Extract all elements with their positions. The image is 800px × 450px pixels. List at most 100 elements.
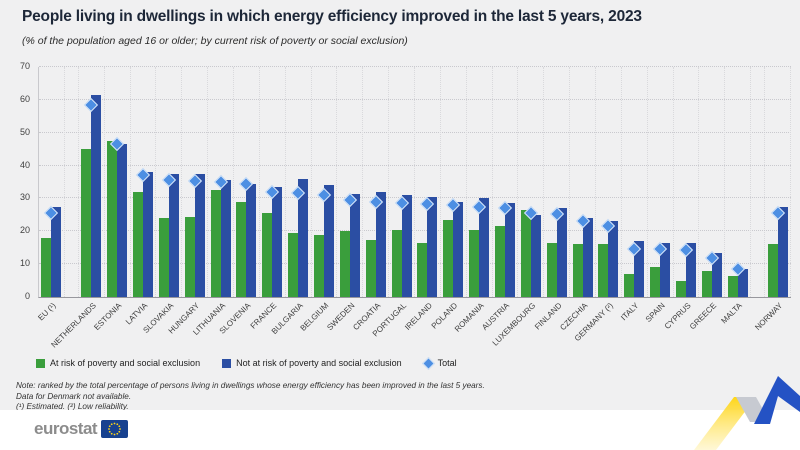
x-axis-label: MALTA — [719, 301, 745, 326]
group-separator-gap — [65, 67, 79, 297]
eurostat-logo: eurostat — [34, 419, 129, 439]
x-axis-label: EU (¹) — [36, 301, 58, 323]
bar-not-at-risk — [143, 172, 153, 297]
bar-at-risk — [469, 229, 480, 297]
bar-not-at-risk — [686, 242, 697, 297]
bar-at-risk — [288, 232, 299, 297]
bar-at-risk — [520, 209, 531, 297]
bar-at-risk — [443, 219, 454, 297]
bar-not-at-risk — [660, 242, 671, 297]
bar-at-risk — [676, 280, 687, 297]
y-tick-label: 70 — [19, 61, 30, 71]
bar-at-risk — [727, 275, 738, 297]
bar-pair — [210, 67, 231, 297]
bar-pair — [81, 67, 102, 297]
bar-pair — [469, 67, 490, 297]
bar-not-at-risk — [582, 218, 593, 297]
bar-group-germany: GERMANY (²) — [573, 67, 622, 343]
bar-pair — [572, 67, 593, 297]
bar-pair — [158, 67, 179, 297]
zigzag-blue-band — [754, 376, 800, 424]
legend-label-not-at-risk: Not at risk of poverty and social exclus… — [236, 358, 402, 368]
bar-pair — [650, 67, 671, 297]
bar-pair — [495, 67, 516, 297]
bar-group-poland: POLAND — [430, 67, 467, 331]
zigzag-yellow-band — [694, 397, 756, 450]
bar-not-at-risk — [401, 195, 412, 297]
bar-not-at-risk — [220, 180, 231, 297]
bar-at-risk — [81, 149, 92, 297]
bar-not-at-risk — [453, 201, 464, 297]
y-tick-label: 40 — [19, 159, 30, 170]
bar-not-at-risk — [168, 173, 179, 297]
bar-not-at-risk — [711, 252, 722, 297]
bar-at-risk — [184, 216, 195, 297]
bar-group-belgium: BELGIUM — [299, 67, 338, 333]
bar-at-risk — [210, 190, 221, 297]
x-axis-label: SPAIN — [643, 301, 667, 324]
bar-group-estonia: ESTONIA — [92, 67, 131, 332]
bar-at-risk — [572, 244, 583, 297]
x-axis-label: GREECE — [688, 301, 719, 332]
bar-not-at-risk — [479, 198, 490, 297]
footnotes: Note: ranked by the total percentage of … — [16, 381, 485, 413]
bar-not-at-risk — [51, 206, 62, 297]
at-risk-swatch-icon — [36, 358, 45, 368]
bar-pair — [417, 67, 438, 297]
bar-at-risk — [262, 213, 273, 297]
bar-pair — [184, 67, 205, 297]
bar-group-austria: AUSTRIA — [481, 67, 519, 332]
footnote-ranking: Note: ranked by the total percentage of … — [16, 381, 485, 390]
bar-not-at-risk — [246, 183, 257, 297]
y-tick-label: 50 — [19, 126, 30, 137]
bar-group-czechia: CZECHIA — [558, 67, 597, 332]
bar-pair — [598, 67, 619, 297]
bar-pair — [262, 67, 283, 297]
x-axis-label: ITALY — [619, 301, 641, 323]
bar-group-norway: NORWAY — [753, 67, 792, 332]
bar-pair — [443, 67, 464, 297]
bar-group-finland: FINLAND — [533, 67, 571, 332]
x-axis-label: CYPRUS — [662, 301, 693, 331]
bar-not-at-risk — [298, 178, 309, 297]
bar-not-at-risk — [349, 193, 360, 297]
bar-group-hungary: HUNGARY — [167, 67, 209, 336]
bar-at-risk — [417, 242, 428, 297]
x-axis-label: SWEDEN — [325, 301, 357, 333]
bar-group-cyprus: CYPRUS — [662, 67, 700, 331]
bar-group-spain: SPAIN — [644, 67, 674, 324]
y-tick-label: 0 — [24, 291, 30, 301]
bar-group-italy: ITALY — [619, 67, 648, 322]
bar-not-at-risk — [272, 186, 283, 297]
y-tick-label: 30 — [19, 192, 30, 203]
x-axis-label: NORWAY — [752, 301, 785, 333]
legend-label-at-risk: At risk of poverty and social exclusion — [50, 358, 201, 368]
bar-pair — [701, 67, 722, 297]
bar-pair — [41, 67, 62, 297]
bar-at-risk — [107, 140, 118, 297]
bar-at-risk — [133, 191, 143, 297]
bar-group-france: FRANCE — [249, 67, 286, 331]
bar-not-at-risk — [324, 185, 335, 297]
legend-item-total: Total — [421, 356, 457, 370]
bar-pair — [314, 67, 335, 297]
bar-pair — [133, 67, 153, 297]
bar-not-at-risk — [556, 208, 567, 297]
footer-strip — [0, 410, 800, 450]
bar-group-romania: ROMANIA — [453, 67, 493, 334]
bar-pair — [767, 67, 788, 297]
bar-pair — [236, 67, 257, 297]
bar-at-risk — [365, 239, 376, 297]
bar-pair — [546, 67, 567, 297]
bar-pair — [339, 67, 360, 297]
bar-group-portugal: PORTUGAL — [371, 67, 416, 338]
bar-group-slovenia: SLOVENIA — [218, 67, 260, 336]
plot-area: EU (¹) NETHERLANDS ESTONIA LATVIA SLOVAKIA HU… — [36, 66, 792, 349]
bar-not-at-risk — [375, 191, 386, 297]
bar-not-at-risk — [777, 206, 788, 297]
bar-at-risk — [314, 234, 325, 297]
bar-at-risk — [598, 244, 609, 297]
bar-not-at-risk — [505, 203, 516, 297]
bar-at-risk — [236, 201, 247, 297]
